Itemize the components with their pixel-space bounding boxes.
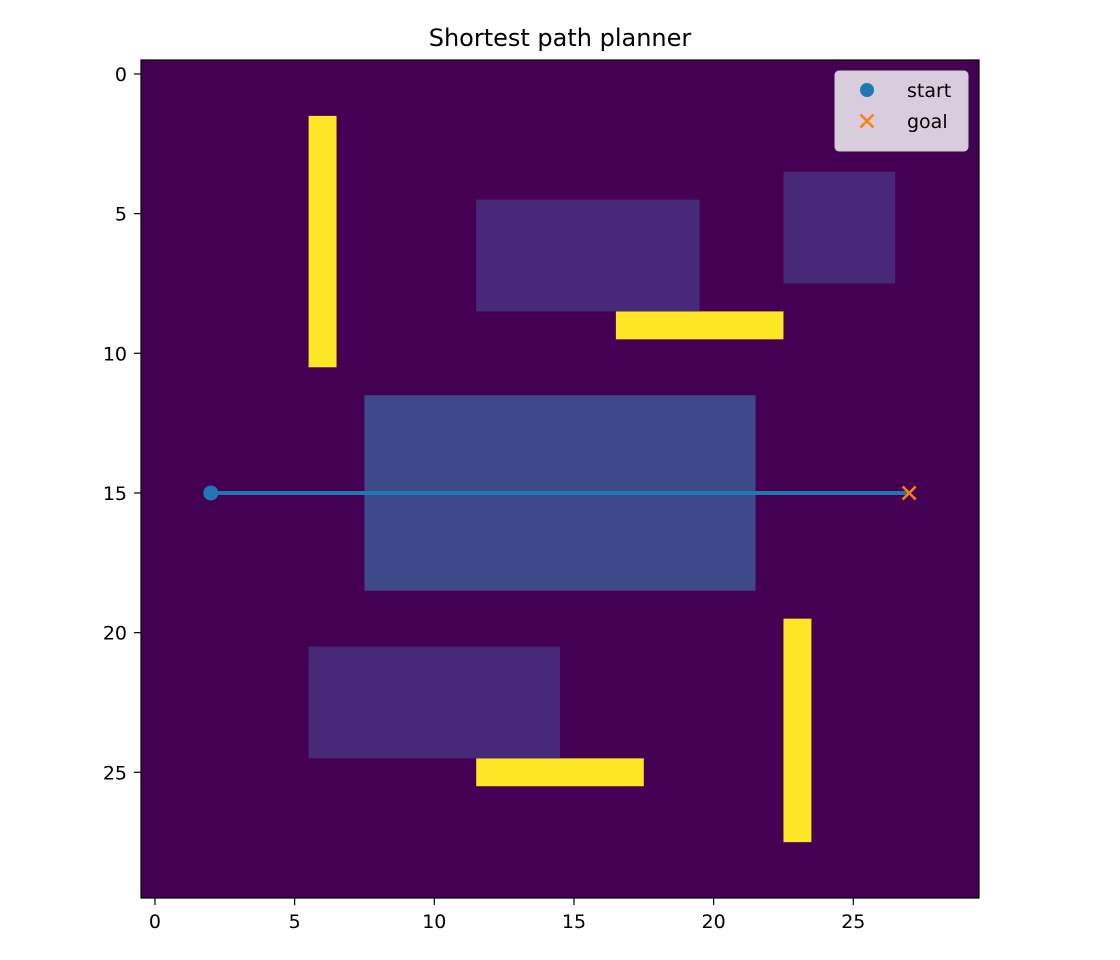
x-tick-label-25: 25: [841, 911, 865, 933]
y-tick-label-20: 20: [103, 623, 127, 645]
x-tick-label-20: 20: [702, 911, 726, 933]
y-tick-label-5: 5: [115, 204, 127, 226]
axes-frame: [140, 59, 980, 899]
x-tick-label-0: 0: [149, 911, 161, 933]
goal-marker: [901, 485, 917, 501]
cost-region-4: [476, 199, 700, 312]
legend-start-marker: [860, 83, 874, 97]
legend-label-goal: goal: [907, 111, 948, 133]
y-tick-label-10: 10: [103, 343, 127, 365]
plot-area: [141, 60, 979, 898]
y-tick-label-0: 0: [115, 64, 127, 86]
x-tick-label-5: 5: [289, 911, 301, 933]
chart-title: Shortest path planner: [429, 24, 692, 52]
cost-region-6: [308, 646, 560, 759]
x-tick-label-15: 15: [562, 911, 586, 933]
x-tick-label-10: 10: [422, 911, 446, 933]
wall-region-1: [615, 311, 784, 340]
legend: start goal: [834, 70, 969, 152]
start-marker: [203, 485, 219, 501]
axes: 0 5 10 15 20 25 0 5 10 15 20 25: [103, 59, 980, 933]
wall-region-3: [476, 758, 644, 787]
legend-goal-marker: [859, 113, 875, 129]
wall-region-2: [783, 618, 812, 843]
wall-region-0: [308, 115, 337, 368]
cost-region-5: [783, 171, 896, 284]
y-tick-label-15: 15: [103, 483, 127, 505]
y-tick-label-25: 25: [103, 762, 127, 784]
legend-label-start: start: [907, 80, 951, 102]
